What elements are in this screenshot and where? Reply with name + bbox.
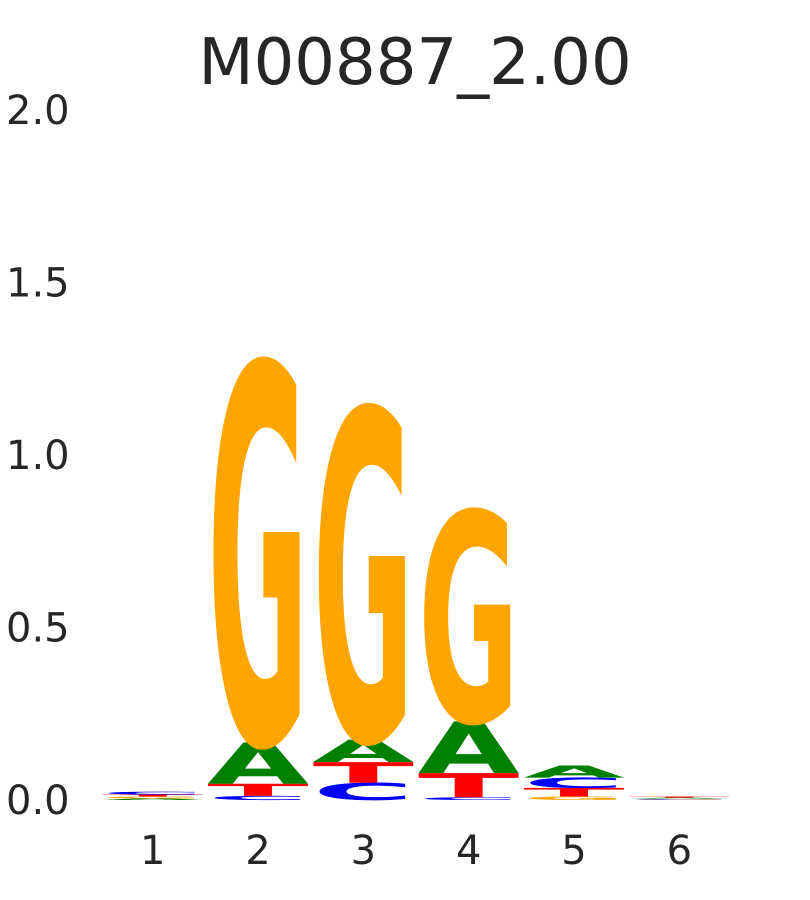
logo-letter: A [102, 798, 204, 801]
logo-letter: G [207, 262, 308, 866]
y-tick-label: 1.5 [6, 261, 70, 307]
x-tick-label: 2 [245, 828, 270, 874]
logo-letter: G [102, 796, 203, 799]
logo-letter: T [207, 780, 309, 799]
chart-title: M00887_2.00 [198, 26, 631, 100]
logo-letter: A [313, 734, 414, 770]
x-tick-label: 1 [140, 828, 165, 874]
logo-letter: C [523, 775, 624, 791]
y-tick-label: 2.0 [6, 88, 70, 134]
logo-letter: T [418, 767, 520, 806]
logo-letter: T [523, 786, 625, 800]
logo-letter: C [418, 796, 519, 800]
logo-letter: C [207, 795, 308, 802]
logo-letter: C [102, 791, 203, 795]
x-tick-label: 6 [667, 828, 692, 874]
logo-letter: A [418, 708, 519, 790]
logo-letter: C [629, 799, 730, 800]
y-tick-label: 0.5 [6, 606, 70, 652]
logo-letter: T [629, 796, 730, 798]
y-tick-label: 0.0 [6, 778, 70, 824]
logo-letter: G [418, 454, 519, 789]
x-tick-label: 3 [351, 828, 376, 874]
y-tick-label: 1.0 [6, 433, 70, 479]
logo-letter: C [313, 779, 414, 806]
logo-letter: G [313, 320, 414, 848]
x-tick-label: 5 [561, 828, 586, 874]
logo-letter: G [629, 798, 730, 799]
logo-letter: A [629, 797, 731, 799]
logo-letter: A [523, 762, 625, 781]
logo-letter: T [313, 757, 414, 790]
logo-letter: A [207, 732, 308, 798]
logo-letter: T [102, 794, 203, 797]
x-tick-label: 4 [456, 828, 481, 874]
logo-letter: G [523, 796, 624, 802]
